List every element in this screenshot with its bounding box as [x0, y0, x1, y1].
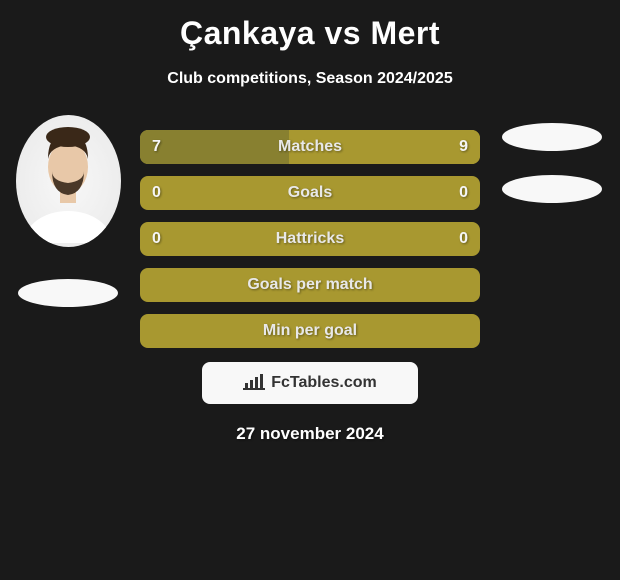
- stat-row: Matches7 9: [140, 130, 480, 164]
- avatar-silhouette-icon: [28, 123, 108, 243]
- footer-logo-text: FcTables.com: [271, 374, 377, 392]
- player-right-panel: [492, 115, 612, 203]
- subtitle: Club competitions, Season 2024/2025: [0, 70, 620, 88]
- stat-row: Goals0 0: [140, 176, 480, 210]
- footer-date: 27 november 2024: [0, 424, 620, 444]
- footer-logo[interactable]: FcTables.com: [202, 362, 418, 404]
- stat-value-left: 0: [152, 222, 161, 256]
- player-left-panel: [8, 115, 128, 307]
- stat-label: Hattricks: [140, 222, 480, 256]
- stat-value-left: 7: [152, 130, 161, 164]
- chart-icon: [243, 374, 265, 392]
- stat-row: Min per goal: [140, 314, 480, 348]
- stat-value-right: 0: [459, 222, 468, 256]
- stat-value-right: 0: [459, 176, 468, 210]
- player-left-club-badge: [18, 279, 118, 307]
- player-right-badge-1: [502, 123, 602, 151]
- stat-label: Matches: [140, 130, 480, 164]
- stat-row: Hattricks0 0: [140, 222, 480, 256]
- player-left-avatar: [16, 115, 121, 247]
- stat-row: Goals per match: [140, 268, 480, 302]
- stat-value-left: 0: [152, 176, 161, 210]
- stat-value-right: 9: [459, 130, 468, 164]
- comparison-container: Çankaya vs Mert Club competitions, Seaso…: [0, 0, 620, 454]
- player-right-badge-2: [502, 175, 602, 203]
- stat-label: Goals: [140, 176, 480, 210]
- stat-label: Min per goal: [140, 314, 480, 348]
- stat-label: Goals per match: [140, 268, 480, 302]
- page-title: Çankaya vs Mert: [0, 15, 620, 52]
